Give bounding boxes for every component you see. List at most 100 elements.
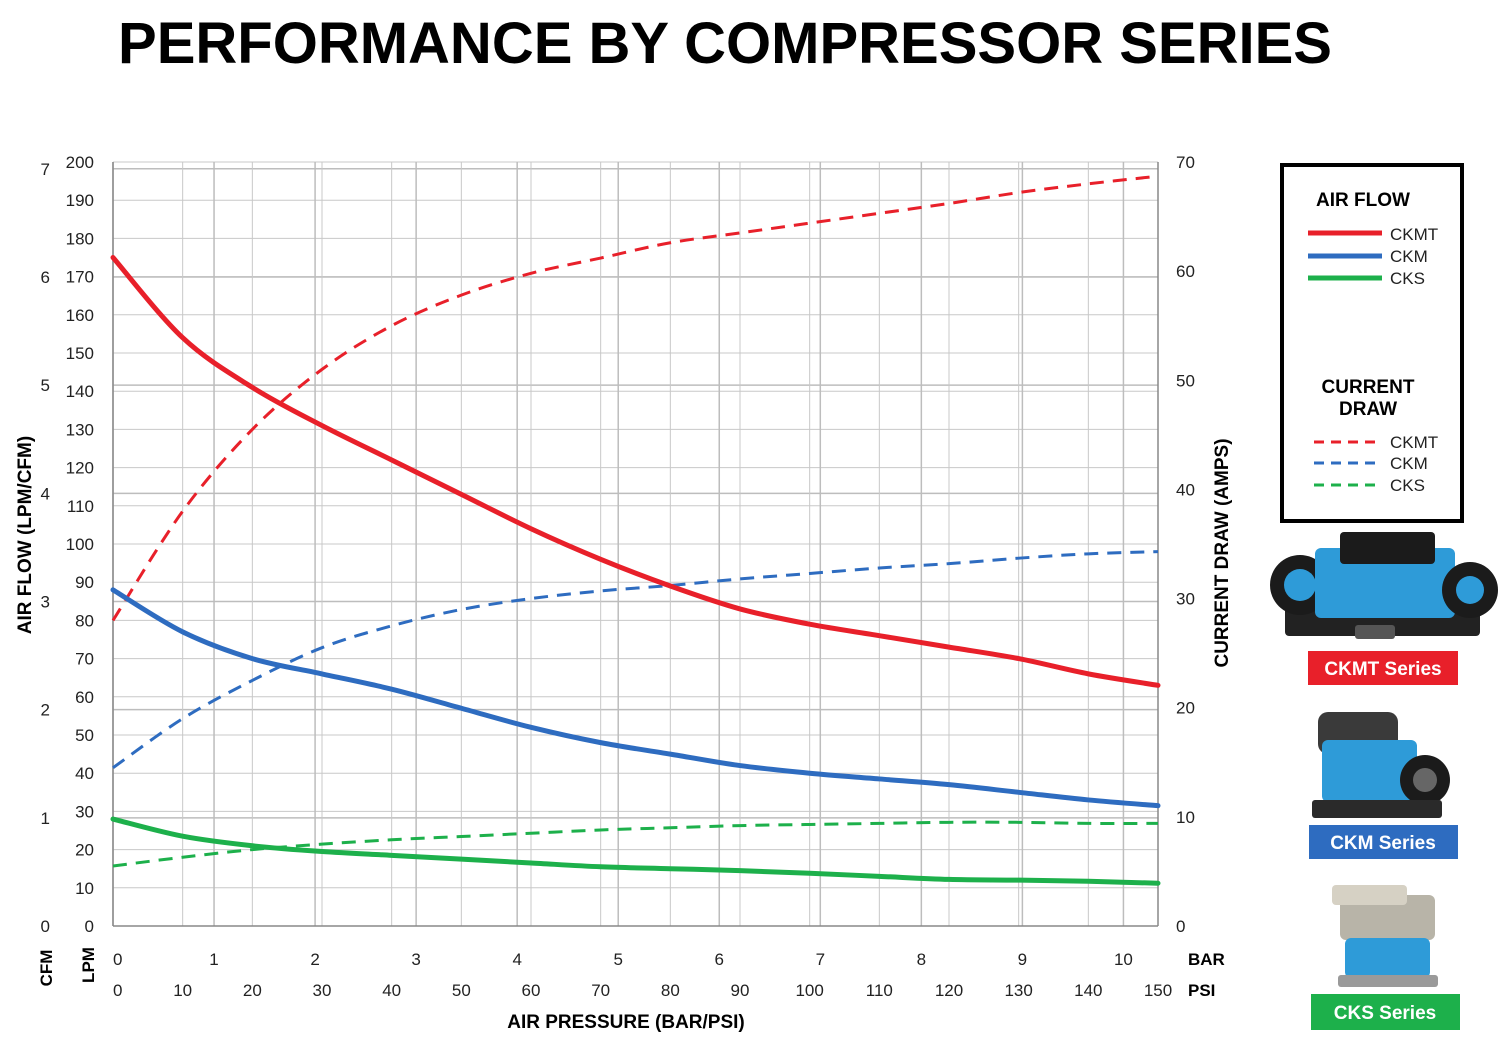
legend-label-cks-air: CKS xyxy=(1390,269,1425,288)
legend-label-ckmt-air: CKMT xyxy=(1390,225,1438,244)
tick-lpm-30: 30 xyxy=(75,802,94,821)
ckm-series-badge xyxy=(1309,825,1458,859)
ckmt-left-cap xyxy=(1284,569,1316,601)
tick-lpm-70: 70 xyxy=(75,650,94,669)
tick-bar-7: 7 xyxy=(816,950,825,969)
tick-lpm-120: 120 xyxy=(66,459,94,478)
tick-psi-30: 30 xyxy=(313,981,332,1000)
chart-title: PERFORMANCE BY COMPRESSOR SERIES xyxy=(118,11,1332,76)
series-ckmt-current-draw-line xyxy=(111,174,1159,622)
ckmt-compressor-image xyxy=(1270,532,1498,639)
tick-amps-20: 20 xyxy=(1176,699,1195,718)
tick-bar-3: 3 xyxy=(411,950,420,969)
y-axis-left-title: AIR FLOW (LPM/CFM) xyxy=(15,436,36,634)
tick-lpm-90: 90 xyxy=(75,573,94,592)
tick-lpm-200: 200 xyxy=(66,153,94,172)
tick-psi-10: 10 xyxy=(173,981,192,1000)
cks-compressor-image xyxy=(1332,885,1438,987)
tick-lpm-40: 40 xyxy=(75,764,94,783)
series-ckmt-air-flow-line xyxy=(110,255,1161,688)
ckm-series-label: CKM Series xyxy=(1330,833,1436,854)
tick-lpm-140: 140 xyxy=(66,382,94,401)
tick-lpm-110: 110 xyxy=(67,497,94,516)
tick-psi-110: 110 xyxy=(866,981,893,1000)
tick-amps-70: 70 xyxy=(1176,153,1195,172)
tick-amps-10: 10 xyxy=(1176,808,1195,827)
legend-current-draw-title-1: CURRENT xyxy=(1322,377,1415,398)
legend-label-ckm-current: CKM xyxy=(1390,454,1428,473)
series-cks-current-draw-line xyxy=(112,820,1159,868)
series-cks-air-flow-line xyxy=(110,816,1161,886)
tick-cfm-4: 4 xyxy=(41,484,50,503)
ckm-fan-center xyxy=(1413,768,1437,792)
tick-amps-40: 40 xyxy=(1176,480,1195,499)
tick-bar-6: 6 xyxy=(715,950,724,969)
tick-psi-130: 130 xyxy=(1004,981,1032,1000)
cks-series-label: CKS Series xyxy=(1334,1003,1436,1024)
tick-bar-5: 5 xyxy=(613,950,622,969)
tick-lpm-190: 190 xyxy=(66,191,94,210)
tick-psi-0: 0 xyxy=(113,981,122,1000)
tick-bar-9: 9 xyxy=(1018,950,1027,969)
tick-amps-30: 30 xyxy=(1176,590,1195,609)
legend-air-flow-title: AIR FLOW xyxy=(1316,190,1410,211)
tick-lpm-0: 0 xyxy=(85,917,94,936)
legend-label-ckmt-current: CKMT xyxy=(1390,433,1438,452)
bar-unit-label: BAR xyxy=(1188,950,1225,969)
tick-lpm-130: 130 xyxy=(66,420,94,439)
tick-bar-4: 4 xyxy=(512,950,521,969)
ckmt-mount xyxy=(1355,625,1395,639)
legend: AIR FLOW CKMT CKM CKS CURRENT DRAW CKMT … xyxy=(1280,163,1464,523)
tick-lpm-170: 170 xyxy=(66,268,94,287)
tick-lpm-10: 10 xyxy=(75,879,94,898)
tick-cfm-2: 2 xyxy=(41,701,50,720)
tick-amps-0: 0 xyxy=(1176,917,1185,936)
ckm-base xyxy=(1312,800,1442,818)
tick-psi-20: 20 xyxy=(243,981,262,1000)
tick-psi-120: 120 xyxy=(935,981,963,1000)
tick-cfm-7: 7 xyxy=(41,160,50,179)
cks-motor xyxy=(1345,938,1430,978)
tick-amps-50: 50 xyxy=(1176,371,1195,390)
ckmt-body xyxy=(1315,548,1455,618)
legend-box xyxy=(1280,163,1464,523)
cfm-unit-label: CFM xyxy=(37,950,56,987)
tick-psi-90: 90 xyxy=(731,981,750,1000)
series-ckm-air-flow-line xyxy=(110,587,1161,809)
tick-cfm-1: 1 xyxy=(41,809,50,828)
tick-cfm-0: 0 xyxy=(41,917,50,936)
ckm-body xyxy=(1322,740,1417,802)
tick-lpm-150: 150 xyxy=(66,344,94,363)
tick-psi-70: 70 xyxy=(591,981,610,1000)
tick-lpm-50: 50 xyxy=(75,726,94,745)
cks-series-badge xyxy=(1311,994,1460,1030)
cks-top-fins xyxy=(1332,885,1407,905)
psi-unit-label: PSI xyxy=(1188,981,1215,1000)
tick-bar-1: 1 xyxy=(209,950,218,969)
tick-psi-60: 60 xyxy=(522,981,541,1000)
tick-lpm-80: 80 xyxy=(75,611,94,630)
legend-current-draw-title-2: DRAW xyxy=(1339,399,1397,420)
cks-base xyxy=(1338,975,1438,987)
ckmt-top-cover xyxy=(1340,532,1435,564)
tick-lpm-160: 160 xyxy=(66,306,94,325)
tick-psi-100: 100 xyxy=(795,981,823,1000)
tick-lpm-60: 60 xyxy=(75,688,94,707)
tick-psi-140: 140 xyxy=(1074,981,1102,1000)
tick-psi-80: 80 xyxy=(661,981,680,1000)
legend-label-ckm-air: CKM xyxy=(1390,247,1428,266)
tick-bar-2: 2 xyxy=(310,950,319,969)
tick-bar-8: 8 xyxy=(917,950,926,969)
lpm-unit-label: LPM xyxy=(79,947,98,983)
tick-psi-150: 150 xyxy=(1144,981,1172,1000)
cks-cylinder-head xyxy=(1340,895,1435,940)
tick-bar-0: 0 xyxy=(113,950,122,969)
tick-lpm-180: 180 xyxy=(66,229,94,248)
tick-cfm-6: 6 xyxy=(41,268,50,287)
tick-psi-40: 40 xyxy=(382,981,401,1000)
tick-psi-50: 50 xyxy=(452,981,471,1000)
plot-grid xyxy=(112,161,1159,927)
tick-lpm-100: 100 xyxy=(66,535,94,554)
axis-ticks: 0102030405060708090100110120130140150160… xyxy=(41,153,1195,1000)
